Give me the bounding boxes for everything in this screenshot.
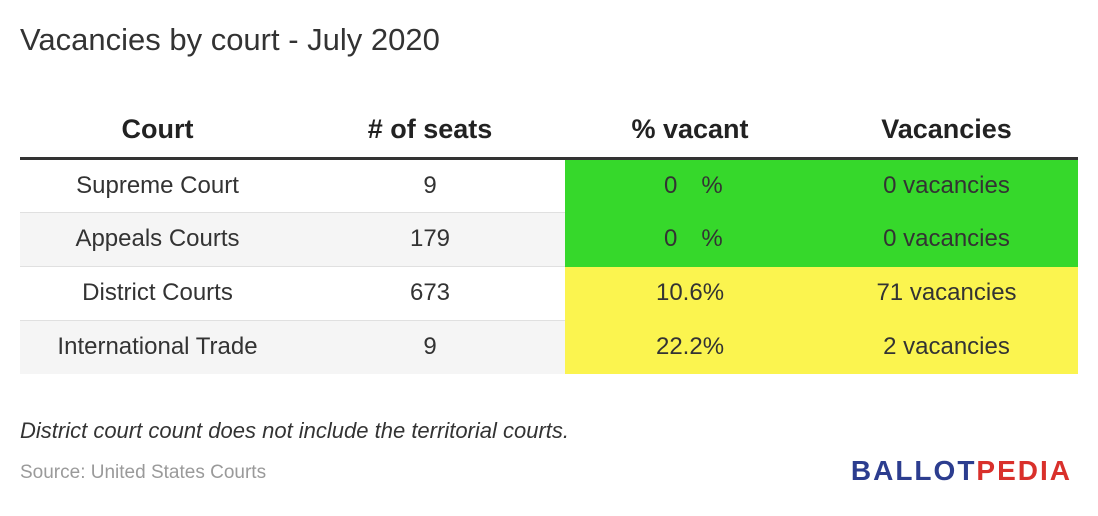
table-header-row: Court # of seats % vacant Vacancies	[20, 102, 1078, 160]
pct-vacant-cell: 0%	[565, 158, 815, 213]
pct-sign: %	[701, 225, 723, 252]
pct-vacant-cell: 10.6%	[565, 266, 815, 321]
pct-vacant-cell: 0%	[565, 212, 815, 267]
seats-cell: 179	[295, 212, 565, 267]
logo-part-pedia: PEDIA	[976, 455, 1072, 486]
vacancies-table: Court # of seats % vacant Vacancies Supr…	[20, 102, 1078, 374]
court-name-cell: District Courts	[20, 266, 295, 321]
table-row: District Courts 673 10.6% 71 vacancies	[20, 266, 1078, 321]
pct-vacant-cell: 22.2%	[565, 320, 815, 374]
footnote: District court count does not include th…	[20, 418, 570, 443]
table-row: Appeals Courts 179 0% 0 vacancies	[20, 212, 1078, 267]
pct-vacant-value: 10.6	[655, 279, 703, 306]
ballotpedia-logo: BALLOTPEDIA	[851, 455, 1072, 487]
table-row: Supreme Court 9 0% 0 vacancies	[20, 158, 1078, 213]
seats-cell: 9	[295, 158, 565, 213]
column-header-vacancies: Vacancies	[815, 102, 1078, 160]
vacancies-cell: 71 vacancies	[815, 266, 1078, 321]
seats-cell: 673	[295, 266, 565, 321]
table-row: International Trade 9 22.2% 2 vacancies	[20, 320, 1078, 374]
court-name-cell: Supreme Court	[20, 158, 295, 213]
column-header-seats: # of seats	[295, 102, 565, 160]
vacancies-cell: 0 vacancies	[815, 212, 1078, 267]
pct-sign: %	[702, 279, 725, 306]
vacancies-cell: 0 vacancies	[815, 158, 1078, 213]
court-name-cell: International Trade	[20, 320, 295, 374]
pct-vacant-value: 0	[663, 225, 678, 252]
court-name-cell: Appeals Courts	[20, 212, 295, 267]
column-header-pct-vacant: % vacant	[565, 102, 815, 160]
chart-title: Vacancies by court - July 2020	[20, 22, 440, 57]
pct-sign: %	[702, 333, 725, 361]
source-text: Source: United States Courts	[20, 462, 267, 483]
pct-vacant-value: 0	[663, 171, 678, 199]
logo-part-ballot: BALLOT	[850, 455, 977, 486]
vacancies-cell: 2 vacancies	[815, 320, 1078, 374]
pct-vacant-value: 22.2	[655, 333, 703, 361]
pct-sign: %	[701, 171, 723, 199]
seats-cell: 9	[295, 320, 565, 374]
column-header-court: Court	[20, 102, 295, 160]
